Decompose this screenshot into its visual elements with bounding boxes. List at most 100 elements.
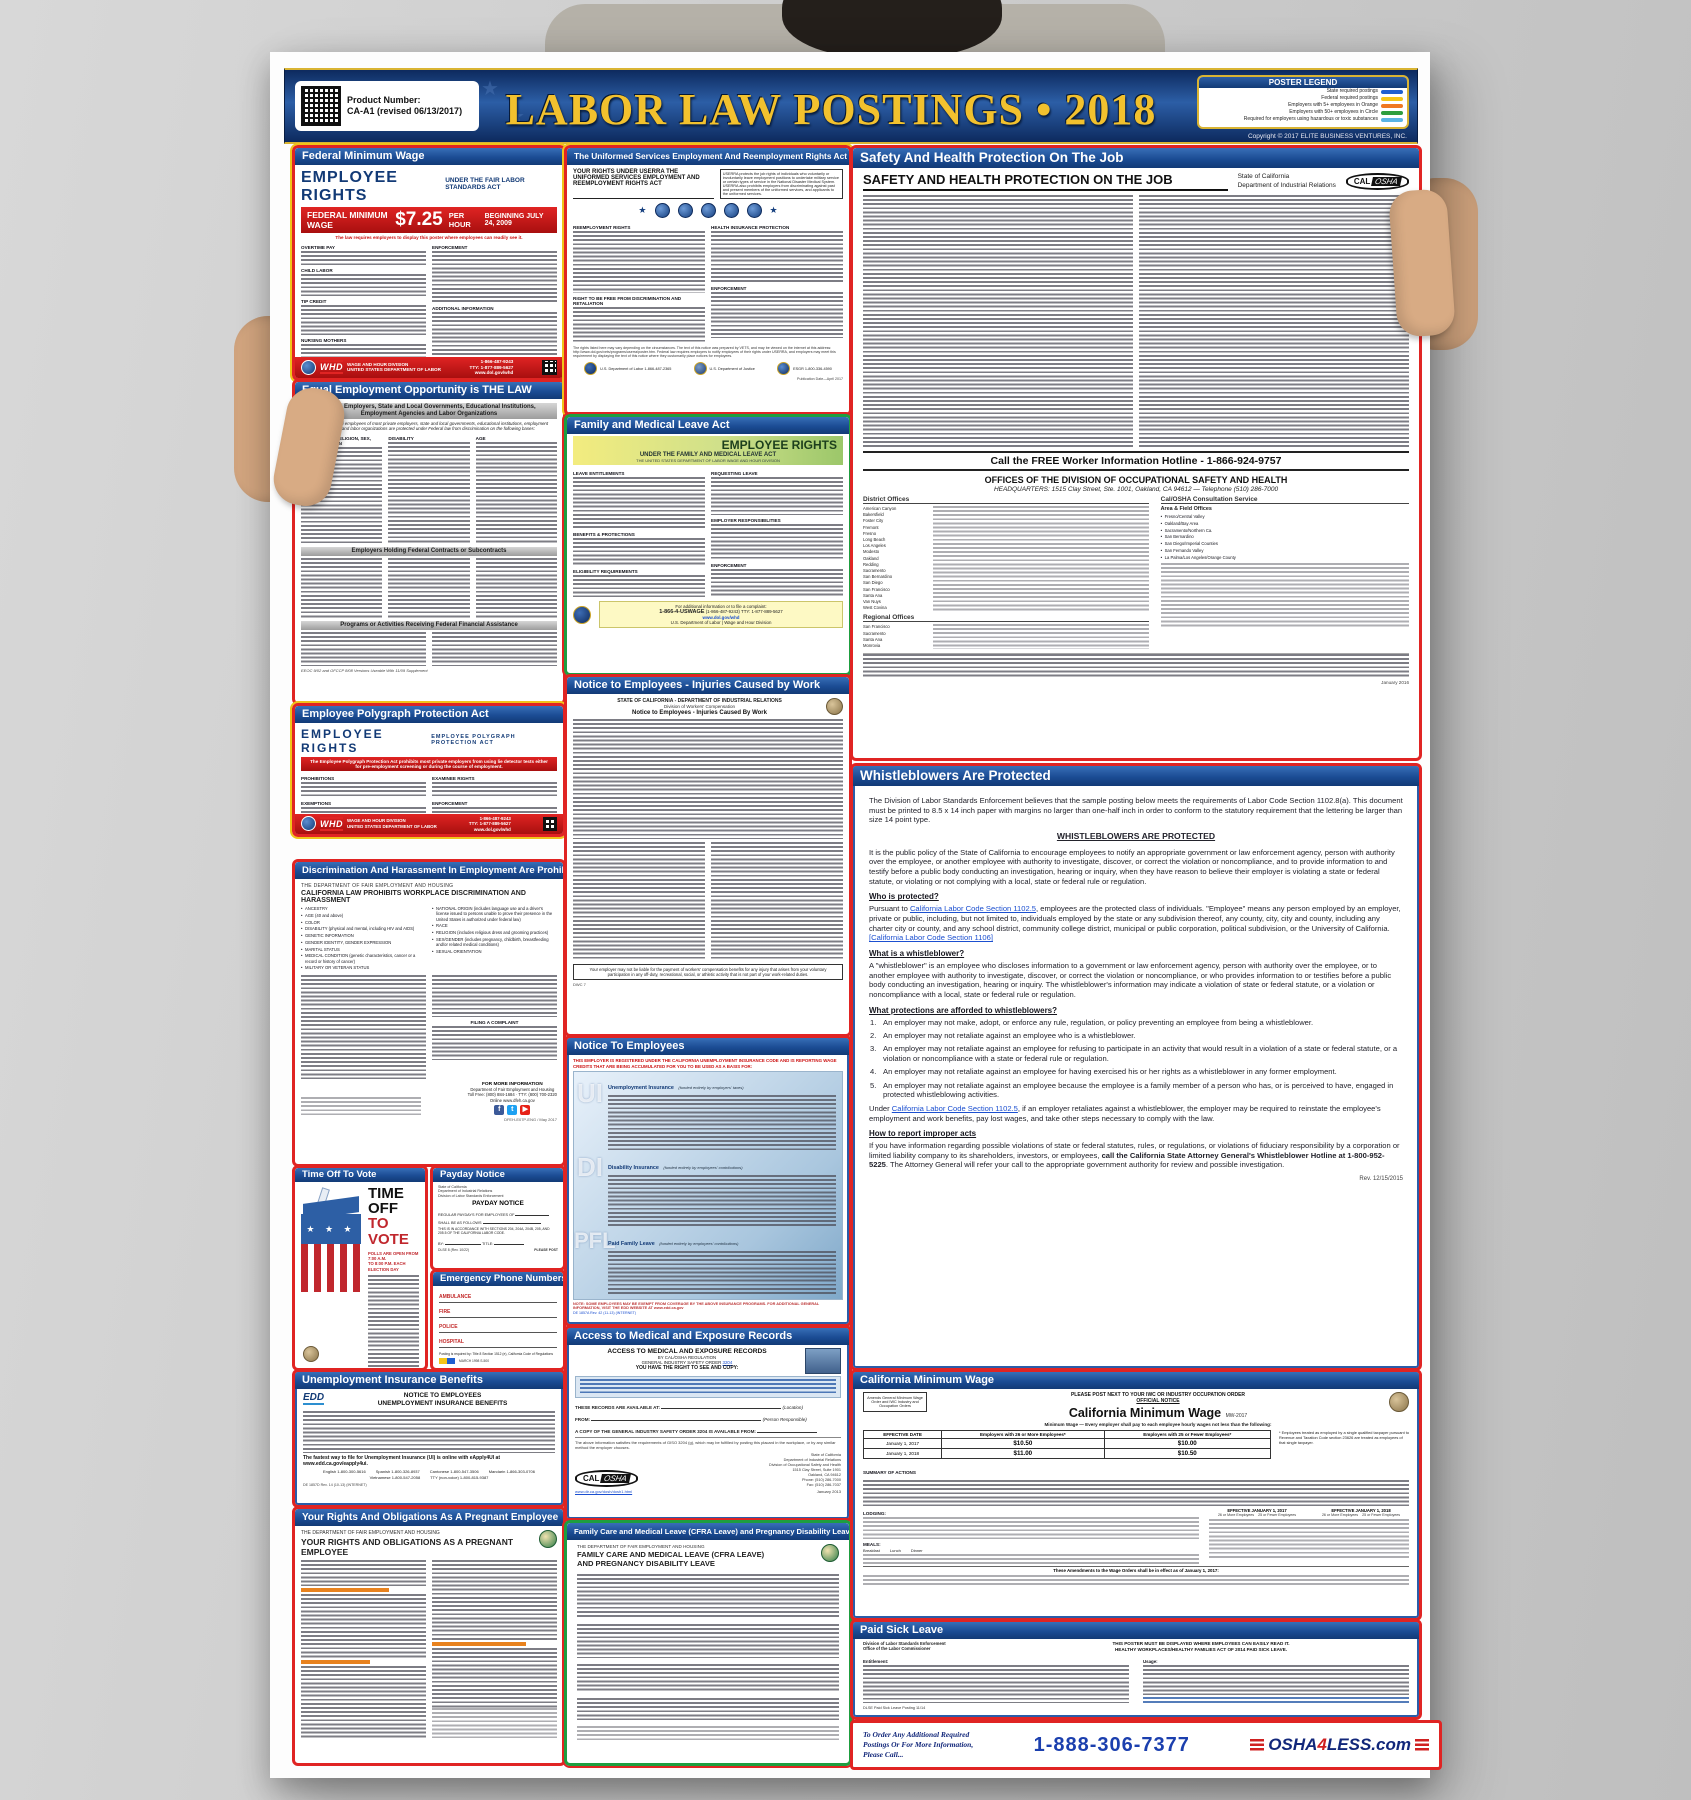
eeo-band-federal-assistance: Programs or Activities Receiving Federal…	[301, 620, 557, 630]
section-payday-notice: Payday Notice State of California Departm…	[430, 1165, 566, 1271]
dol-seal-icon	[301, 359, 316, 375]
star-icon: ★	[769, 205, 778, 215]
userra-summary-box: USERRA protects the job rights of indivi…	[719, 169, 843, 199]
legend-chip-green	[1381, 110, 1403, 115]
section-title: Notice To Employees	[567, 1038, 849, 1055]
ui-watermark: UI	[577, 1078, 603, 1109]
wage-amount: $7.25	[395, 209, 443, 230]
legend-title: POSTER LEGEND	[1199, 77, 1407, 88]
calosha-mini-logo	[439, 1358, 455, 1364]
section-edd-notice-to-employees: Notice To Employees THIS EMPLOYER IS REG…	[564, 1035, 852, 1327]
blank-line	[757, 1426, 818, 1433]
section-injuries-caused-by-work: Notice to Employees - Injuries Caused by…	[564, 674, 852, 1037]
fmla-contact-box: For additional information or to file a …	[599, 601, 843, 628]
service-emblem-icon	[654, 203, 670, 218]
section-title: Federal Minimum Wage	[295, 148, 563, 165]
eeo-band-private-employers: Private Employers, State and Local Gover…	[301, 403, 557, 419]
section-title: Access to Medical and Exposure Records	[567, 1328, 849, 1345]
section-title: Time Off To Vote	[295, 1168, 425, 1182]
orange-subheading-bar	[301, 1660, 370, 1664]
eeo-band-federal-contracts: Employers Holding Federal Contracts or S…	[301, 546, 557, 556]
pfl-watermark: PFL	[574, 1228, 616, 1254]
dol-seal-icon	[584, 362, 598, 375]
section-emergency-phone-numbers: Emergency Phone Numbers AMBULANCE FIRE POL…	[430, 1269, 566, 1371]
amends-box: Amends General Minimum Wage Order and IW…	[863, 1392, 927, 1412]
section-cfra-leave: Family Care and Medical Leave (CFRA Leav…	[562, 1518, 854, 1768]
labor-code-link: California Labor Code Section 1102.5	[909, 904, 1037, 914]
dol-seal-icon	[301, 816, 316, 832]
section-title: Your Rights And Obligations As A Pregnan…	[295, 1509, 563, 1526]
poster-title: LABOR LAW POSTINGS • 2018	[505, 84, 1157, 134]
district-office-cities: American Canyon Bakersfield Foster City Fre…	[863, 506, 897, 611]
blank-line	[444, 1238, 481, 1246]
orange-subheading-bar	[432, 1642, 526, 1646]
section-california-minimum-wage: California Minimum Wage Amends General M…	[850, 1369, 1422, 1621]
emergency-labels: AMBULANCE FIRE POLICE HOSPITAL	[439, 1294, 557, 1348]
right-fingers	[1387, 188, 1457, 338]
legend-row: State required postings	[1199, 88, 1407, 95]
taxpayer-footnote: * Employees treated as employed by a sin…	[1279, 1430, 1409, 1445]
section-title: California Minimum Wage	[853, 1372, 1419, 1389]
section-title: Payday Notice	[433, 1168, 563, 1182]
section-title: Notice to Employees - Injuries Caused by…	[567, 677, 849, 694]
service-emblem-icon	[746, 203, 762, 218]
dfeh-seal-icon	[539, 1530, 557, 1548]
section-whistleblowers-protected: Whistleblowers Are Protected The Divisio…	[850, 763, 1422, 1371]
orange-subheading-bar	[301, 1588, 389, 1592]
poster-legend: POSTER LEGEND State required postings Fe…	[1197, 75, 1409, 129]
blank-line	[515, 1209, 550, 1217]
di-watermark: DI	[577, 1152, 603, 1183]
blank-line	[661, 1402, 782, 1409]
doj-seal-icon	[693, 362, 707, 375]
doc-code: DFEH-E07P-ENG / May 2017	[504, 1117, 557, 1123]
regional-office-cities: San Francisco Sacramento Santa Ana Monrovia	[863, 624, 890, 649]
dosh-address: State of California Department of Industr…	[769, 1453, 841, 1487]
calosha-logo: CAL OSHA	[1345, 173, 1409, 190]
section-federal-minimum-wage: Federal Minimum Wage EMPLOYEE RIGHTS UND…	[290, 143, 568, 383]
doc-code: DE 1857A Rev. 42 (11-13) (INTERNET)	[573, 1311, 636, 1316]
ballot-box-illustration: ★ ★ ★	[301, 1186, 363, 1294]
employee-rights-heading: EMPLOYEE RIGHTS	[301, 169, 398, 204]
legend-row: Federal required postings	[1199, 95, 1407, 102]
liability-box: Your employer may not be liable for the …	[573, 964, 843, 980]
dir-website-thumbnail	[805, 1348, 841, 1374]
giso-3204-link: 3204	[722, 1360, 733, 1365]
flag-star-icon: ★	[481, 78, 499, 100]
blank-line	[591, 1414, 762, 1421]
esgr-logo-icon	[777, 362, 791, 375]
section-paid-sick-leave: Paid Sick Leave Division of Labor Standa…	[850, 1619, 1422, 1720]
legend-row: Employers with 50+ employees in Circle	[1199, 109, 1407, 116]
edd-logo: EDD	[303, 1392, 325, 1405]
dfeh-seal-icon	[821, 1544, 839, 1562]
copyright: Copyright © 2017 ELITE BUSINESS VENTURES…	[1247, 133, 1407, 140]
service-emblem-icon	[700, 203, 716, 218]
california-seal-icon	[1389, 1392, 1409, 1412]
poster-header-banner: ★ ★ Product Number: CA-A1 (revised 06/13…	[284, 68, 1418, 144]
facebook-icon: f	[494, 1105, 505, 1116]
product-number-box: Product Number: CA-A1 (revised 06/13/201…	[295, 81, 479, 131]
logo-stripes	[1414, 1739, 1429, 1751]
calosha-logo: CAL OSHA	[575, 1470, 639, 1488]
section-title: Family Care and Medical Leave (CFRA Leav…	[567, 1523, 849, 1540]
labor-code-link: California Labor Code Section 1102.5	[891, 1103, 1018, 1113]
flag-star-icon: ★	[507, 106, 525, 128]
blank-line	[494, 1238, 525, 1246]
section-equal-employment-opportunity: Equal Employment Opportunity is THE LAW …	[292, 379, 566, 705]
dol-seal-icon	[573, 605, 591, 624]
section-fmla: Family and Medical Leave Act EMPLOYEE RI…	[562, 412, 854, 678]
order-footer: To Order Any Additional Required Postings…	[850, 1720, 1442, 1770]
minimum-wage-table: EFFECTIVE DATE Employers with 26 or More…	[862, 1430, 1271, 1459]
section-title: Family and Medical Leave Act	[567, 417, 849, 434]
legend-chip-lightblue	[1381, 117, 1403, 122]
legend-row: Required for employers using hazardous o…	[1199, 116, 1407, 123]
whd-footer: WHD WAGE AND HOUR DIVISION UNITED STATES …	[295, 813, 563, 834]
legend-chip-orange	[1381, 103, 1403, 108]
section-title: Unemployment Insurance Benefits	[295, 1372, 563, 1389]
legend-row: Employers with 5+ employees in Orange	[1199, 102, 1407, 109]
doc-code: DLSE Paid Sick Leave Posting 11/14	[863, 1705, 926, 1710]
qr-code	[301, 86, 341, 126]
section-title: Safety And Health Protection On The Job	[853, 148, 1419, 168]
california-seal-icon	[303, 1346, 319, 1362]
section-title: Whistleblowers Are Protected	[853, 766, 1419, 786]
